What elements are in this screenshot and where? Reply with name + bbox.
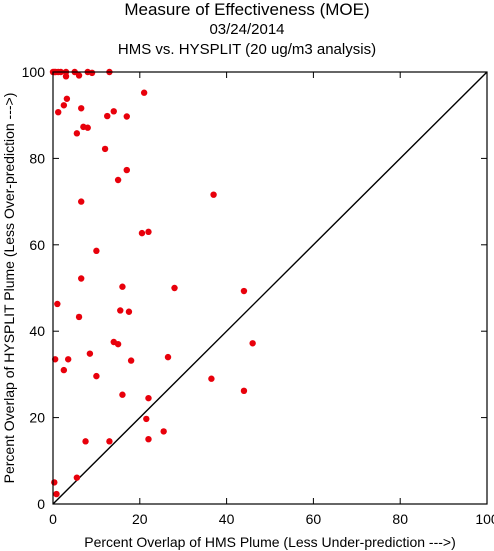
- data-point: [62, 73, 70, 80]
- x-axis-label: Percent Overlap of HMS Plume (Less Under…: [84, 534, 456, 550]
- data-point: [78, 198, 85, 205]
- data-point: [138, 229, 146, 237]
- x-tick-label: 100: [475, 511, 494, 527]
- data-point: [164, 353, 172, 361]
- data-point: [240, 287, 248, 295]
- x-tick-label: 0: [49, 511, 57, 527]
- data-point: [114, 340, 122, 348]
- data-point: [73, 130, 81, 137]
- data-point: [73, 474, 81, 481]
- y-tick-label: 60: [29, 237, 45, 253]
- data-point: [75, 72, 83, 79]
- data-point: [75, 313, 83, 321]
- plot-frame: [52, 71, 488, 505]
- chart-date: 03/24/2014: [209, 21, 285, 38]
- x-tick-label: 20: [132, 511, 148, 527]
- data-point: [119, 391, 126, 398]
- data-point: [117, 307, 124, 314]
- data-point: [249, 340, 256, 347]
- y-tick-label: 40: [29, 323, 45, 339]
- y-axis-label: Percent Overlap of HYSPLIT Plume (Less O…: [1, 93, 17, 484]
- data-point: [60, 366, 68, 374]
- chart-title: Measure of Effectiveness (MOE): [124, 0, 370, 19]
- x-tick-label: 80: [392, 511, 408, 527]
- y-tick-label: 80: [29, 150, 45, 166]
- data-point: [53, 490, 60, 498]
- data-point: [78, 275, 85, 282]
- data-point: [125, 308, 133, 315]
- data-point: [78, 105, 85, 112]
- data-point: [143, 415, 150, 423]
- data-point: [119, 283, 126, 290]
- data-point: [86, 350, 94, 357]
- data-point: [51, 479, 58, 486]
- data-point: [240, 387, 248, 395]
- data-point: [145, 394, 152, 402]
- data-point: [114, 176, 122, 184]
- data-point: [140, 89, 148, 96]
- data-point: [123, 113, 130, 120]
- y-tick-label: 20: [29, 410, 45, 426]
- data-point: [101, 145, 109, 153]
- data-point: [93, 247, 100, 255]
- data-point: [84, 124, 91, 131]
- data-point: [145, 436, 152, 443]
- data-point: [54, 300, 61, 308]
- reference-diagonal-line: [52, 71, 488, 505]
- y-tick-label: 0: [37, 496, 45, 512]
- data-point: [63, 95, 71, 102]
- data-point: [171, 284, 178, 292]
- data-point: [64, 356, 72, 363]
- data-point: [88, 69, 96, 77]
- data-point: [82, 438, 89, 445]
- data-point: [210, 191, 217, 198]
- data-point: [208, 375, 215, 382]
- data-point: [55, 108, 62, 116]
- data-point: [160, 428, 167, 435]
- x-tick-label: 60: [306, 511, 322, 527]
- x-tick-label: 40: [219, 511, 235, 527]
- data-point: [145, 228, 152, 236]
- data-point: [123, 166, 130, 174]
- chart-subtitle: HMS vs. HYSPLIT (20 ug/m3 analysis): [117, 41, 377, 58]
- y-tick-label: 100: [22, 64, 46, 80]
- data-point: [104, 112, 111, 120]
- data-point: [60, 102, 68, 109]
- data-point: [93, 372, 100, 380]
- data-point: [106, 438, 113, 445]
- data-point: [127, 357, 135, 364]
- data-point: [110, 108, 117, 115]
